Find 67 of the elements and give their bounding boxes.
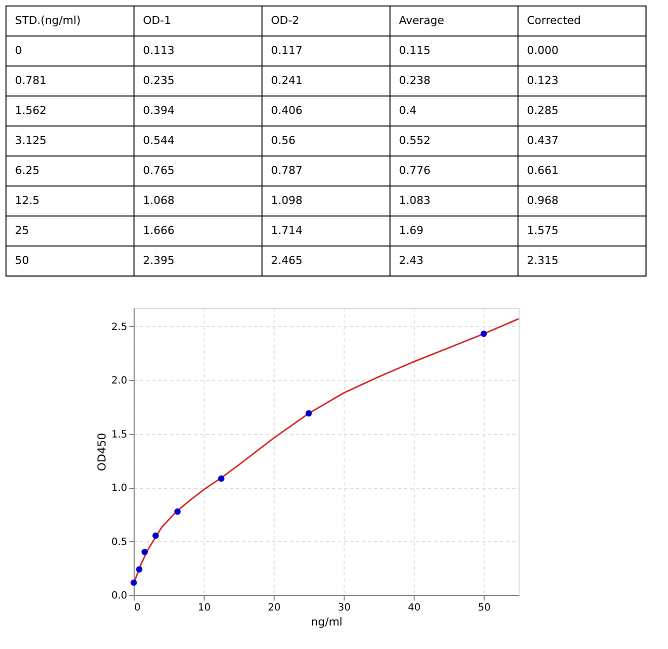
- text: 0.123: [527, 74, 558, 87]
- y-tick-label: 1.0: [111, 483, 128, 494]
- y-tick-label: 1.5: [111, 429, 128, 440]
- point: [218, 475, 224, 482]
- text: 3.125: [15, 134, 46, 147]
- point: [174, 508, 181, 515]
- text: 0.787: [271, 164, 302, 177]
- text: 0.238: [399, 74, 430, 87]
- text: 12.5: [15, 194, 40, 207]
- point: [480, 330, 487, 337]
- x-tick-label: 40: [408, 602, 421, 614]
- point: [136, 566, 142, 573]
- text: 0.235: [143, 74, 174, 87]
- text: 50: [15, 254, 29, 267]
- text: 1.714: [271, 224, 302, 237]
- point: [306, 410, 312, 416]
- category-label: Corrected: [527, 14, 581, 27]
- text: 0.968: [527, 194, 558, 207]
- text: 1.083: [399, 194, 430, 207]
- text: 2.395: [143, 254, 174, 267]
- text: 0.552: [399, 134, 430, 147]
- text: 1.562: [15, 104, 46, 117]
- point: [142, 548, 148, 556]
- text: 0.544: [143, 134, 174, 147]
- text: 0.241: [271, 74, 302, 87]
- text: 0.115: [399, 44, 430, 57]
- text: 0.285: [527, 104, 558, 117]
- text: 25: [15, 224, 29, 237]
- text: 0.394: [143, 104, 174, 117]
- text: 0.437: [527, 134, 558, 147]
- text: 0.117: [271, 44, 302, 57]
- text: 0.4: [399, 104, 416, 117]
- x-tick-label: 50: [478, 602, 491, 614]
- text: 1.575: [527, 224, 558, 237]
- text: 1.098: [271, 194, 302, 207]
- text: 0.56: [271, 134, 296, 147]
- category-label: OD-1: [143, 14, 172, 27]
- category-label: Average: [399, 14, 444, 27]
- y-tick-label: 2.0: [111, 376, 128, 387]
- text: 0.776: [399, 164, 430, 177]
- text: 0.661: [527, 164, 558, 177]
- x-axis-title: ng/ml: [311, 616, 342, 628]
- x-tick-label: 30: [338, 602, 351, 614]
- text: 2.315: [527, 254, 558, 267]
- text: 6.25: [15, 164, 40, 177]
- text: 2.465: [271, 254, 302, 267]
- text: 0.113: [143, 44, 174, 57]
- point: [152, 532, 159, 539]
- text: 1.69: [399, 224, 424, 237]
- y-tick-label: 0.5: [111, 536, 128, 548]
- x-tick-label: 0: [134, 602, 141, 614]
- text: 0.406: [271, 104, 302, 117]
- y-tick-label: 2.5: [111, 322, 128, 333]
- text: 0.765: [143, 164, 174, 177]
- text: 0.781: [15, 74, 46, 87]
- x-tick-label: 20: [268, 602, 281, 614]
- text: 1.666: [143, 224, 174, 237]
- text: 0: [15, 44, 22, 57]
- x-tick-label: 10: [198, 602, 211, 614]
- text: 1.068: [143, 194, 174, 207]
- category-label: OD-2: [271, 14, 300, 27]
- text: 0.000: [527, 44, 558, 57]
- y-axis-title: OD450: [95, 432, 108, 472]
- y-tick-label: 0.0: [111, 590, 128, 602]
- category-label: STD.(ng/ml): [15, 14, 81, 27]
- point: [130, 579, 137, 586]
- text: 2.43: [399, 254, 424, 267]
